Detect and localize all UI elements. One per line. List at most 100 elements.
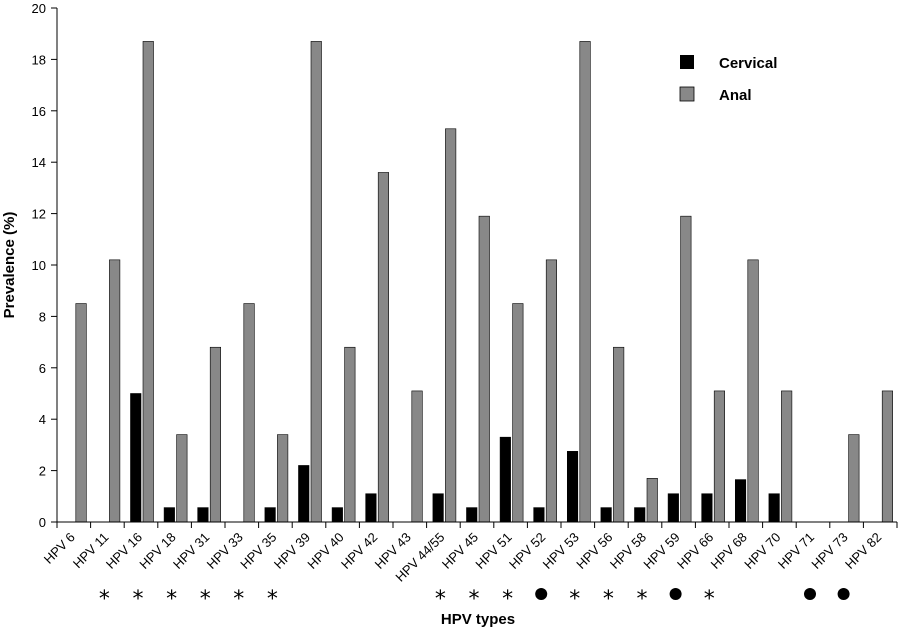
bar-cervical-8 [331, 507, 343, 523]
x-tick-label-5: HPV 33 [204, 530, 246, 572]
x-tick-label-20: HPV 68 [708, 530, 750, 572]
bar-cervical-14 [533, 507, 545, 523]
x-tick-label-24: HPV 82 [842, 530, 884, 572]
marker-circle-18 [669, 588, 682, 600]
legend-swatch-anal [679, 86, 695, 102]
bar-cervical-6 [264, 507, 276, 523]
bar-anal-7 [310, 41, 322, 523]
marker-circle-22 [804, 588, 816, 600]
y-tick-label-6: 6 [39, 361, 46, 376]
bar-anal-8 [344, 346, 356, 523]
y-tick-label-10: 10 [32, 258, 46, 273]
marker-star-4: * [200, 587, 211, 612]
bar-anal-4 [209, 346, 221, 523]
y-tick-label-8: 8 [39, 309, 46, 324]
bar-anal-23 [848, 434, 860, 523]
bar-anal-3 [176, 434, 188, 523]
x-tick-label-8: HPV 40 [304, 530, 346, 572]
x-tick-label-21: HPV 70 [741, 530, 783, 572]
bar-anal-20 [747, 259, 759, 523]
marker-star-1: * [99, 587, 110, 612]
bar-cervical-19 [701, 493, 713, 523]
bar-cervical-11 [432, 493, 444, 523]
y-tick-label-4: 4 [39, 412, 46, 427]
x-tick-label-19: HPV 66 [674, 530, 716, 572]
bar-anal-24 [881, 390, 894, 523]
bar-anal-10 [411, 390, 423, 523]
x-tick-label-9: HPV 42 [338, 530, 380, 572]
bar-anal-5 [243, 303, 255, 523]
y-tick-label-0: 0 [39, 515, 46, 530]
x-tick-label-13: HPV 51 [472, 530, 514, 572]
y-tick-label-12: 12 [32, 207, 46, 222]
bar-anal-12 [478, 215, 490, 523]
x-tick-label-14: HPV 52 [506, 530, 548, 572]
significance-markers: * * * * * * * * * * * * * [99, 587, 850, 612]
bar-anal-11 [445, 128, 457, 523]
bar-cervical-9 [365, 493, 377, 523]
bar-anal-6 [277, 434, 289, 523]
x-tick-label-6: HPV 35 [237, 530, 279, 572]
bar-anal-21 [781, 390, 793, 523]
bar-anal-15 [579, 41, 591, 523]
bar-anal-9 [377, 172, 390, 523]
x-tick-label-16: HPV 56 [573, 530, 615, 572]
marker-circle-23 [837, 588, 850, 600]
bar-anal-0 [75, 303, 87, 523]
marker-star-13: * [502, 587, 513, 612]
x-tick-label-15: HPV 53 [540, 530, 582, 572]
x-axis-title: HPV types [441, 611, 515, 628]
y-axis: 0 2 4 6 8 10 12 14 16 18 20 [32, 1, 58, 530]
bar-anal-14 [545, 259, 558, 523]
bar-cervical-13 [499, 436, 511, 523]
bar-anal-17 [646, 478, 658, 523]
y-tick-label-2: 2 [39, 464, 46, 479]
marker-star-19: * [704, 587, 715, 612]
marker-star-12: * [469, 587, 480, 612]
x-tick-label-4: HPV 31 [170, 530, 212, 572]
bar-anal-16 [613, 346, 625, 523]
marker-star-16: * [603, 587, 614, 612]
marker-star-11: * [435, 587, 446, 612]
bar-cervical-4 [197, 507, 209, 523]
bar-cervical-18 [667, 493, 679, 523]
marker-star-2: * [133, 587, 144, 612]
x-tick-label-22: HPV 71 [775, 530, 817, 572]
y-axis-title: Prevalence (%) [1, 212, 18, 319]
bar-anal-13 [512, 303, 524, 523]
bar-cervical-15 [566, 451, 579, 523]
bar-anal-19 [713, 390, 726, 523]
x-tick-label-7: HPV 39 [271, 530, 313, 572]
y-tick-label-18: 18 [32, 52, 46, 67]
x-tick-label-23: HPV 73 [808, 530, 850, 572]
bar-anal-18 [680, 215, 692, 523]
x-tick-label-3: HPV 18 [136, 530, 178, 572]
legend: Cervical Anal [679, 55, 777, 104]
plot-area [75, 41, 894, 523]
marker-star-15: * [569, 587, 580, 612]
marker-star-17: * [637, 587, 648, 612]
marker-star-3: * [166, 587, 177, 612]
x-tick-label-12: HPV 45 [439, 530, 481, 572]
y-tick-label-20: 20 [32, 1, 46, 16]
marker-star-5: * [233, 587, 244, 612]
bar-cervical-17 [634, 507, 646, 523]
legend-label-anal: Anal [719, 87, 752, 104]
x-tick-label-2: HPV 16 [103, 530, 145, 572]
bar-cervical-2 [130, 393, 142, 523]
bar-cervical-7 [298, 465, 310, 523]
bar-cervical-3 [163, 507, 175, 523]
bar-cervical-20 [734, 479, 747, 523]
bar-cervical-12 [466, 507, 478, 523]
legend-label-cervical: Cervical [719, 55, 777, 72]
bar-cervical-16 [600, 507, 612, 523]
bar-anal-1 [109, 259, 121, 523]
y-tick-label-14: 14 [32, 155, 46, 170]
y-tick-label-16: 16 [32, 104, 46, 119]
marker-star-6: * [267, 587, 278, 612]
legend-swatch-cervical [680, 55, 694, 69]
bar-anal-2 [142, 41, 154, 523]
marker-circle-14 [535, 588, 548, 600]
